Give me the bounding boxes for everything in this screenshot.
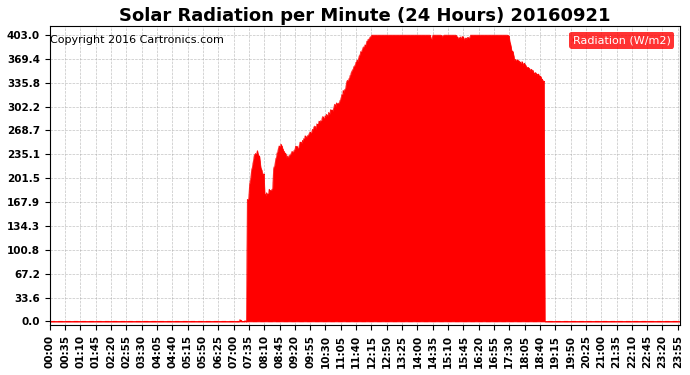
Text: Copyright 2016 Cartronics.com: Copyright 2016 Cartronics.com	[50, 36, 224, 45]
Legend: Radiation (W/m2): Radiation (W/m2)	[569, 32, 674, 49]
Title: Solar Radiation per Minute (24 Hours) 20160921: Solar Radiation per Minute (24 Hours) 20…	[119, 7, 611, 25]
